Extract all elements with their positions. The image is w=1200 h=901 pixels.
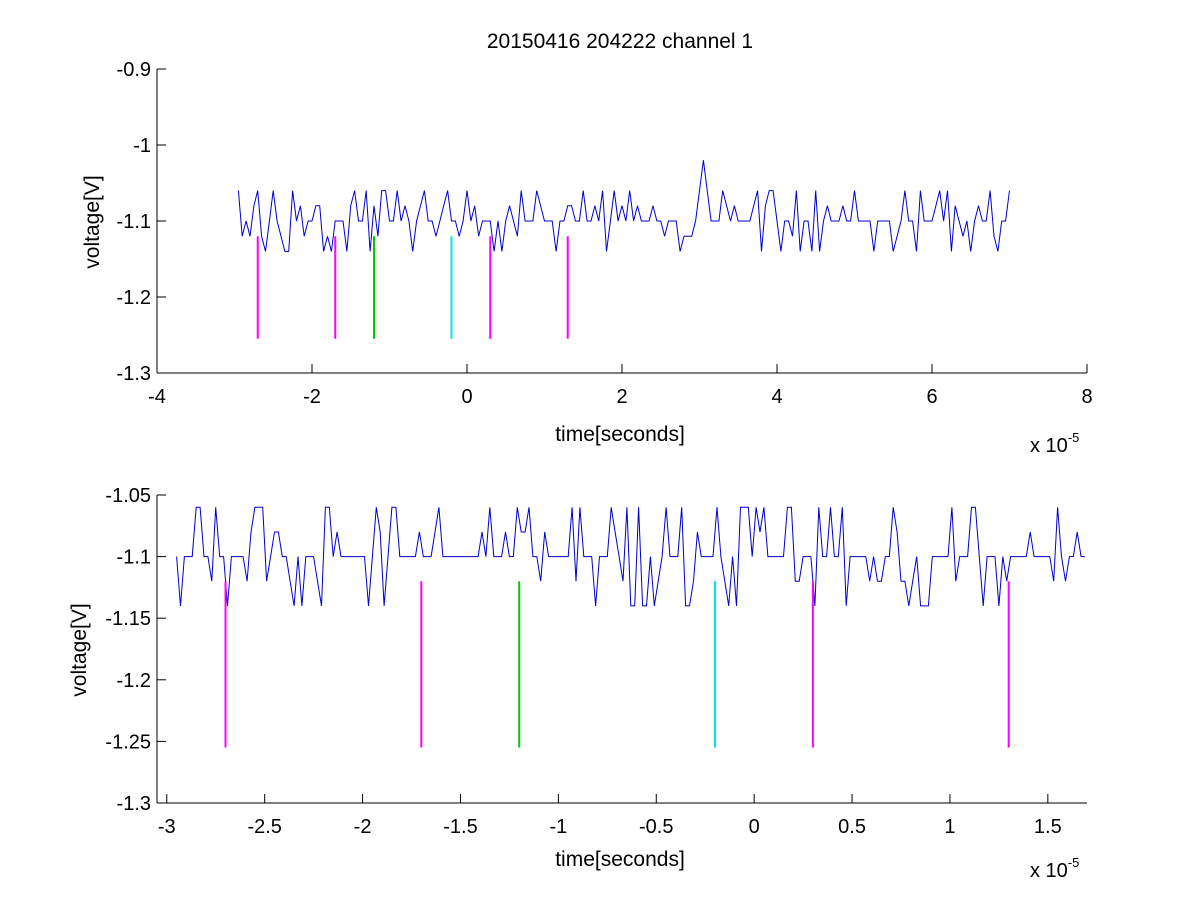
y-tick-label: -1 (133, 135, 151, 157)
y-tick-label: -1.3 (117, 363, 151, 385)
x-tick-label: -1 (549, 816, 567, 838)
y-axis-label-zoomed: voltage[V] (68, 603, 91, 696)
x-tick-label: 0 (461, 386, 472, 408)
x-tick-label: -3 (158, 816, 176, 838)
x-tick-label: 4 (771, 386, 782, 408)
x-tick-label: 2 (616, 386, 627, 408)
signal-trace-zoomed (176, 506, 1085, 607)
y-axis-label-full: voltage[V] (81, 175, 104, 268)
x-exponent-base-full: x 10 (1030, 435, 1068, 457)
chart-title: 20150416 204222 channel 1 (487, 30, 753, 53)
tick-labels-zoomed: -3 -2.5 -2 -1.5 -1 -0.5 0 0.5 1 1.5 -1.3 -1.25 -1.2 -… (105, 485, 1061, 838)
x-exponent-power-full: -5 (1068, 430, 1080, 445)
y-tick-label: -0.9 (117, 59, 151, 81)
event-markers-full (256, 236, 569, 339)
x-tick-label: -4 (148, 386, 166, 408)
x-tick-label: 1 (944, 816, 955, 838)
x-exponent-zoomed: x 10-5 (1030, 855, 1079, 882)
x-tick-label: -2.5 (247, 816, 281, 838)
tick-labels-full: -4 -2 0 2 4 6 8 -1.3 -1.2 -1.1 -1 -0.9 (117, 59, 1093, 408)
x-tick-label: 8 (1081, 386, 1092, 408)
y-tick-label: -1.2 (117, 670, 151, 692)
y-tick-label: -1.1 (117, 211, 151, 233)
axes-full (156, 68, 1088, 374)
x-exponent-power-zoomed: -5 (1068, 855, 1080, 870)
x-tick-label: -0.5 (639, 816, 673, 838)
x-tick-label: 0 (749, 816, 760, 838)
x-tick-label: -1.5 (443, 816, 477, 838)
y-tick-label: -1.05 (105, 485, 151, 507)
x-exponent-base-zoomed: x 10 (1030, 860, 1068, 882)
x-axis-label-full: time[seconds] (555, 423, 685, 446)
x-tick-label: 0.5 (838, 816, 866, 838)
plot-zoomed: -3 -2.5 -2 -1.5 -1 -0.5 0 0.5 1 1.5 -1.3 -1.25 -1.2 -… (68, 485, 1087, 882)
x-tick-label: -2 (354, 816, 372, 838)
x-tick-label: -2 (303, 386, 321, 408)
y-tick-label: -1.15 (105, 608, 151, 630)
x-tick-label: 1.5 (1034, 816, 1062, 838)
y-tick-label: -1.1 (117, 547, 151, 569)
event-markers-zoomed (224, 581, 1010, 748)
plot-full-range: -4 -2 0 2 4 6 8 -1.3 -1.2 -1.1 -1 -0.9 time[seconds… (81, 59, 1093, 457)
signal-line (237, 160, 1010, 252)
y-tick-label: -1.2 (117, 287, 151, 309)
signal-trace-full (237, 160, 1010, 252)
x-exponent-full: x 10-5 (1030, 430, 1079, 457)
y-tick-label: -1.3 (117, 793, 151, 815)
y-tick-label: -1.25 (105, 731, 151, 753)
x-tick-label: 6 (926, 386, 937, 408)
axes-zoomed (156, 494, 1087, 804)
x-axis-label-zoomed: time[seconds] (555, 848, 685, 871)
signal-line (176, 506, 1085, 607)
